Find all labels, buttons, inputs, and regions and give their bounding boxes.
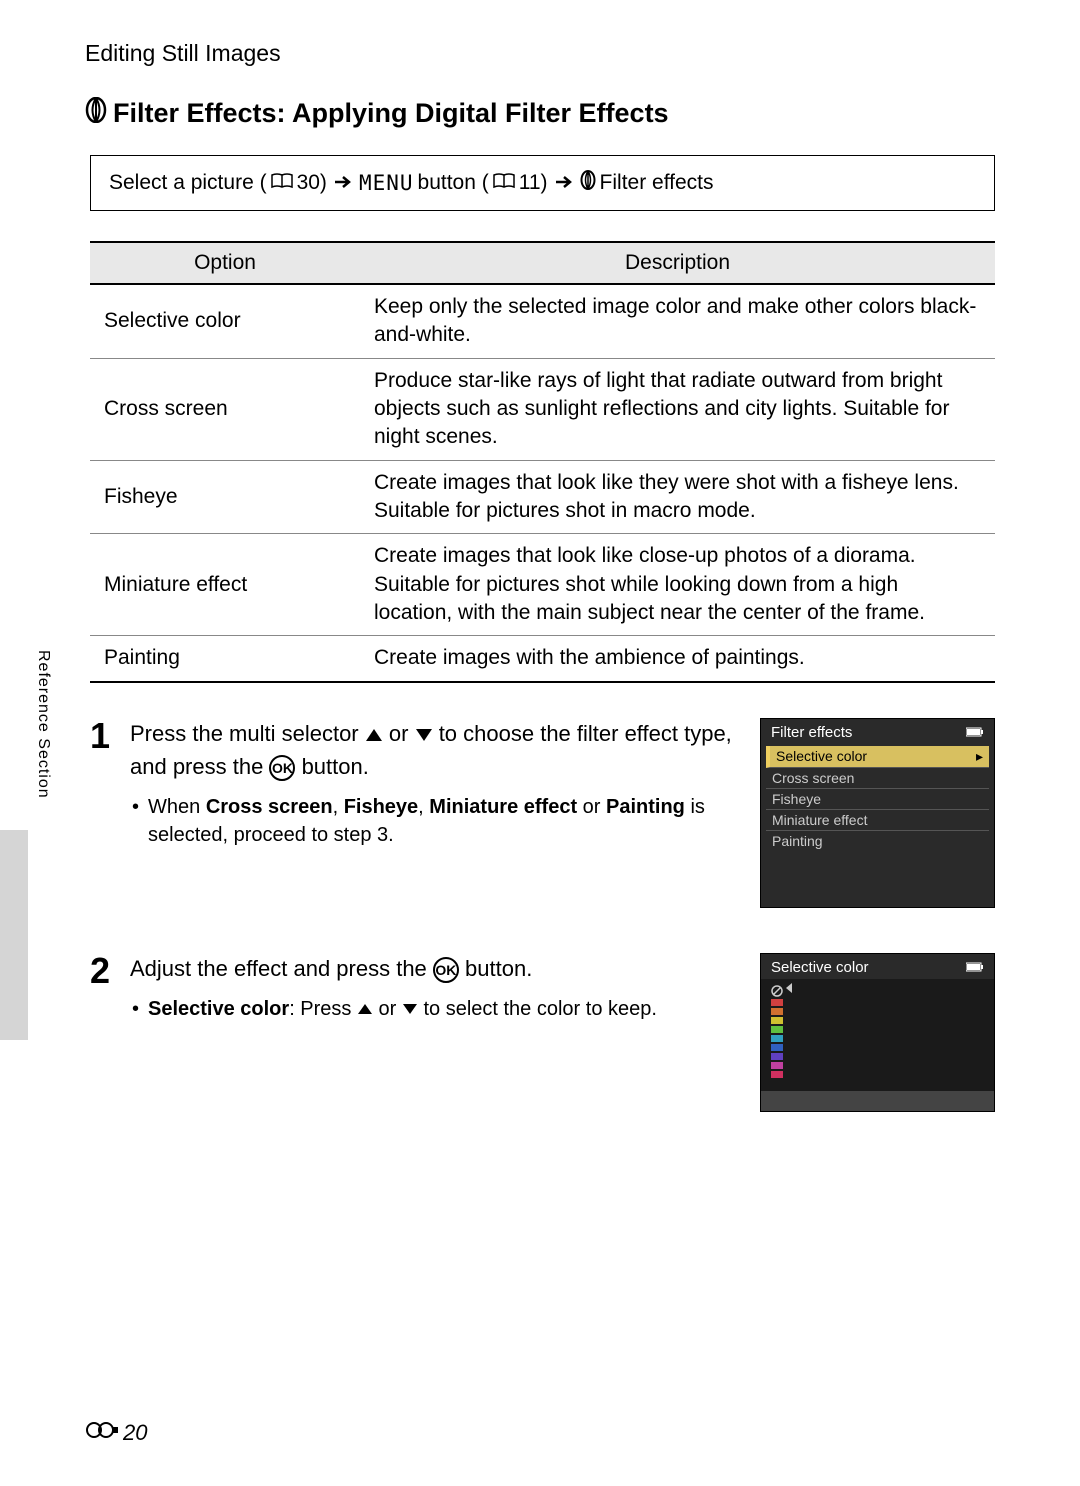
nav-seg: Select a picture ( — [109, 171, 267, 195]
slider-marker-icon — [786, 983, 792, 993]
color-swatch — [771, 1008, 783, 1015]
text: , — [418, 796, 429, 818]
triangle-down-icon — [415, 719, 433, 751]
color-slider — [771, 985, 785, 1087]
breadcrumb: Editing Still Images — [85, 40, 995, 67]
text: or — [577, 796, 606, 818]
options-table: Option Description Selective colorKeep o… — [90, 241, 995, 683]
step-number: 2 — [90, 953, 130, 1112]
arrow-right-icon — [334, 171, 352, 195]
filter-effects-icon — [580, 170, 596, 196]
side-tab-label: Reference Section — [34, 650, 52, 799]
step-1-bullet: When Cross screen, Fisheye, Miniature ef… — [130, 793, 745, 849]
col-header-description: Description — [360, 242, 995, 284]
text: button. — [302, 754, 369, 779]
book-ref-icon — [493, 171, 515, 195]
step-2-bullet: Selective color: Press or to select the … — [130, 995, 745, 1024]
screen-title: Selective color — [771, 959, 869, 976]
step-1: 1 Press the multi selector or to choose … — [90, 718, 995, 908]
color-swatch — [771, 1062, 783, 1069]
color-swatch — [771, 1026, 783, 1033]
color-swatch — [771, 1017, 783, 1024]
edge-tab — [0, 830, 28, 1040]
nav-seg: Filter effects — [600, 171, 714, 195]
text-bold: Painting — [606, 796, 685, 818]
menu-item: Cross screen — [766, 768, 989, 789]
text: to select the color to keep. — [423, 998, 656, 1020]
filter-effects-icon — [85, 97, 107, 130]
page-title-text: Filter Effects: Applying Digital Filter … — [113, 98, 669, 129]
footer-icon — [85, 1420, 119, 1446]
page-title: Filter Effects: Applying Digital Filter … — [85, 97, 995, 130]
navigation-path-box: Select a picture ( 30) MENU button ( 11)… — [90, 155, 995, 211]
text: , — [333, 796, 344, 818]
step-2-title: Adjust the effect and press the OK butto… — [130, 953, 745, 985]
triangle-up-icon — [357, 995, 373, 1023]
menu-item: Selective color▸ — [766, 746, 989, 768]
text: or — [379, 998, 402, 1020]
option-cell: Cross screen — [90, 358, 360, 460]
step-number: 1 — [90, 718, 130, 908]
nav-ref: 30) — [297, 171, 327, 195]
text: button. — [465, 956, 532, 981]
menu-item: Painting — [766, 831, 989, 851]
step-2: 2 Adjust the effect and press the OK but… — [90, 953, 995, 1112]
page-number: 20 — [123, 1420, 147, 1446]
ok-button-icon: OK — [269, 755, 295, 781]
description-cell: Create images with the ambience of paint… — [360, 636, 995, 682]
table-row: FisheyeCreate images that look like they… — [90, 460, 995, 534]
menu-item: Miniature effect — [766, 810, 989, 831]
table-row: Cross screenProduce star-like rays of li… — [90, 358, 995, 460]
menu-item: Fisheye — [766, 789, 989, 810]
option-cell: Fisheye — [90, 460, 360, 534]
text: Press the multi selector — [130, 721, 365, 746]
text: Adjust the effect and press the — [130, 956, 433, 981]
triangle-up-icon — [365, 719, 383, 751]
description-cell: Create images that look like close-up ph… — [360, 534, 995, 636]
table-row: Selective colorKeep only the selected im… — [90, 284, 995, 358]
col-header-option: Option — [90, 242, 360, 284]
menu-button-label: MENU — [359, 171, 414, 195]
battery-icon — [966, 724, 984, 741]
text-bold: Miniature effect — [429, 796, 577, 818]
text: When — [148, 796, 206, 818]
text-bold: Selective color — [148, 998, 289, 1020]
book-ref-icon — [271, 171, 293, 195]
description-cell: Create images that look like they were s… — [360, 460, 995, 534]
description-cell: Keep only the selected image color and m… — [360, 284, 995, 358]
screen-selective-color: Selective color — [760, 953, 995, 1112]
color-swatch — [771, 999, 783, 1006]
step-1-title: Press the multi selector or to choose th… — [130, 718, 745, 783]
description-cell: Produce star-like rays of light that rad… — [360, 358, 995, 460]
color-swatch — [771, 1053, 783, 1060]
battery-icon — [966, 959, 984, 976]
table-row: PaintingCreate images with the ambience … — [90, 636, 995, 682]
option-cell: Painting — [90, 636, 360, 682]
chevron-right-icon: ▸ — [976, 748, 983, 765]
nav-ref: 11) — [519, 171, 548, 195]
screen-title: Filter effects — [771, 724, 852, 741]
color-swatch — [771, 1044, 783, 1051]
option-cell: Miniature effect — [90, 534, 360, 636]
text: : Press — [289, 998, 357, 1020]
option-cell: Selective color — [90, 284, 360, 358]
nav-seg: button ( — [418, 171, 489, 195]
color-swatch — [771, 1035, 783, 1042]
no-color-icon — [771, 985, 783, 997]
text: or — [389, 721, 415, 746]
color-swatch — [771, 1071, 783, 1078]
ok-button-icon: OK — [433, 957, 459, 983]
triangle-down-icon — [402, 995, 418, 1023]
table-row: Miniature effectCreate images that look … — [90, 534, 995, 636]
text-bold: Cross screen — [206, 796, 333, 818]
page-footer: 20 — [85, 1420, 147, 1446]
screen-filter-effects: Filter effects Selective color▸Cross scr… — [760, 718, 995, 908]
arrow-right-icon — [555, 171, 573, 195]
text-bold: Fisheye — [344, 796, 418, 818]
